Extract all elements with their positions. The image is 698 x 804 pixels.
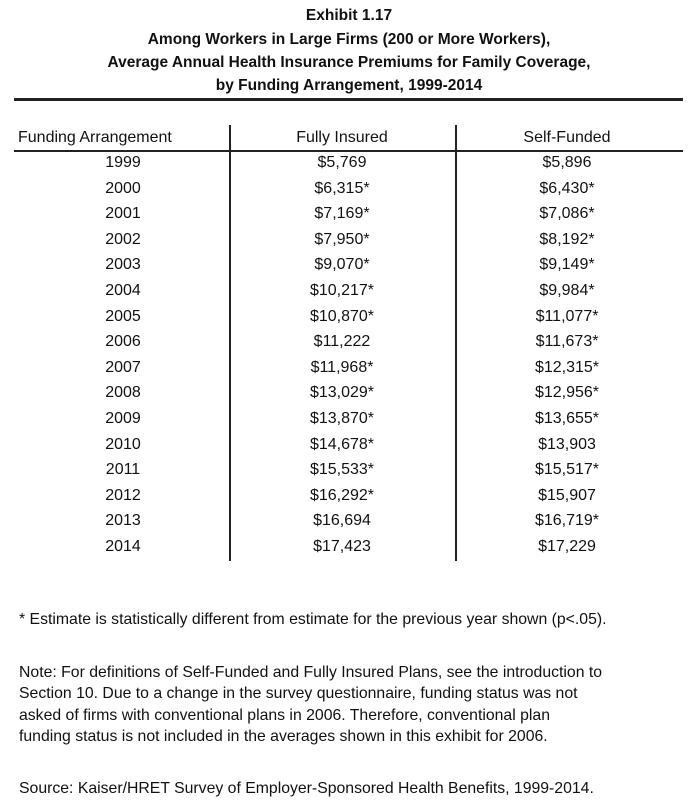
value-cell: $7,950* <box>314 230 370 248</box>
year-cell: 2011 <box>105 461 141 479</box>
source: Source: Kaiser/HRET Survey of Employer-S… <box>19 780 594 797</box>
value-cell: $16,694 <box>313 512 371 530</box>
value-cell: $6,315* <box>314 179 370 197</box>
value-cell: $16,292* <box>309 486 375 504</box>
value-cell: $7,169* <box>314 205 370 223</box>
year-cell: 2001 <box>105 205 141 223</box>
value-cell: $11,968* <box>310 358 374 376</box>
value-cell: $17,229 <box>538 538 596 555</box>
value-cell: $17,423 <box>313 538 371 555</box>
value-cell: $9,984* <box>539 282 595 299</box>
value-cell: $13,870* <box>309 410 375 427</box>
value-cell: $15,533* <box>309 461 375 479</box>
year-cell: 2007 <box>105 358 141 376</box>
title-line: Average Annual Health Insurance Premiums… <box>107 54 591 71</box>
year-cell: 2000 <box>105 179 141 197</box>
note-line: Section 10. Due to a change in the surve… <box>19 685 578 703</box>
value-cell: $10,217* <box>309 282 375 299</box>
year-cell: 2009 <box>105 410 141 427</box>
value-cell: $15,517* <box>534 461 600 479</box>
value-cell: $6,430* <box>539 179 595 197</box>
value-cell: $5,769 <box>317 154 367 171</box>
top-rule <box>14 98 683 101</box>
value-cell: $13,655* <box>534 410 600 427</box>
title-line: Among Workers in Large Firms (200 or Mor… <box>147 31 551 48</box>
year-cell: 2004 <box>105 282 141 299</box>
value-cell: $9,149* <box>539 256 595 274</box>
value-cell: $12,956* <box>534 384 600 402</box>
value-cell: $16,719* <box>534 512 600 530</box>
value-cell: $13,029* <box>309 384 375 402</box>
note-line: asked of firms with conventional plans i… <box>19 706 550 724</box>
value-cell: $11,673* <box>535 333 599 351</box>
note-line: Note: For definitions of Self-Funded and… <box>19 664 603 681</box>
title-line: by Funding Arrangement, 1999-2014 <box>215 77 483 94</box>
header-rule <box>14 150 683 152</box>
value-cell: $9,070* <box>314 256 370 274</box>
year-cell: 2008 <box>105 384 141 402</box>
title-line: Exhibit 1.17 <box>305 7 393 24</box>
column-header: Fully Insured <box>296 129 388 146</box>
year-cell: 2006 <box>105 333 141 351</box>
year-cell: 2003 <box>105 256 141 274</box>
year-cell: 2012 <box>105 486 141 504</box>
value-cell: $8,192* <box>539 230 595 248</box>
value-cell: $11,077* <box>535 307 599 325</box>
value-cell: $7,086* <box>539 205 595 223</box>
value-cell: $11,222 <box>313 333 371 351</box>
year-cell: 1999 <box>105 154 141 171</box>
year-cell: 2002 <box>105 230 141 248</box>
note-line: funding status is not included in the av… <box>19 727 548 745</box>
value-cell: $13,903 <box>538 435 596 453</box>
year-cell: 2010 <box>105 435 141 453</box>
year-cell: 2005 <box>105 307 141 325</box>
column-divider <box>229 125 231 561</box>
column-header: Funding Arrangement <box>18 129 172 146</box>
footnote: * Estimate is statistically different fr… <box>19 611 607 628</box>
value-cell: $14,678* <box>309 435 375 453</box>
value-cell: $12,315* <box>534 358 600 376</box>
year-cell: 2013 <box>105 512 141 530</box>
value-cell: $15,907 <box>538 486 596 504</box>
value-cell: $5,896 <box>542 154 592 171</box>
column-header: Self-Funded <box>523 129 611 146</box>
year-cell: 2014 <box>105 538 141 555</box>
column-divider <box>455 125 457 561</box>
value-cell: $10,870* <box>309 307 375 325</box>
